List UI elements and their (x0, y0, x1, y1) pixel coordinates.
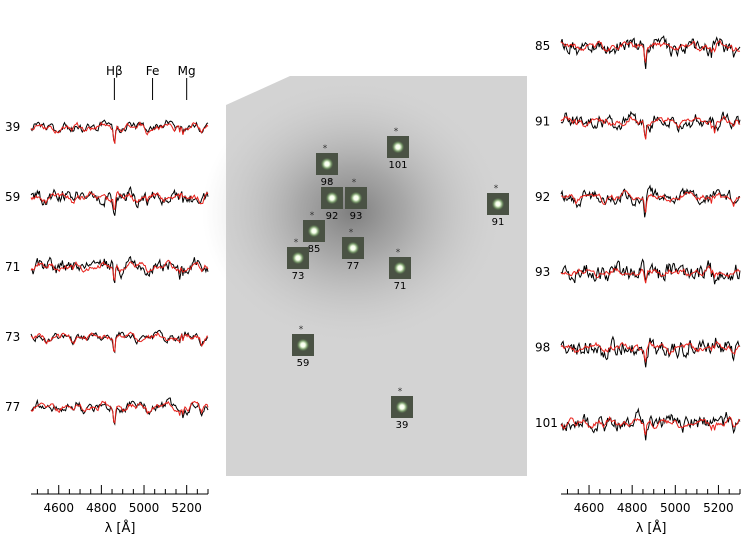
spectrum-model (30, 190, 209, 211)
spectrum-model (30, 121, 209, 144)
spectrum-observed (560, 258, 741, 285)
source-star (393, 261, 407, 275)
source-label: 101 (388, 160, 407, 171)
source-marker: * (494, 184, 499, 194)
source-star (391, 140, 405, 154)
source-marker: * (310, 211, 315, 221)
source-star (320, 157, 334, 171)
source-label: 92 (326, 211, 339, 222)
spectrum-observed (31, 255, 209, 284)
spectrum-label: 77 (5, 400, 20, 414)
spectrum-model (30, 400, 209, 424)
spectrum-label: 101 (535, 416, 558, 430)
x-axis-right: 4600 4800 5000 5200 (561, 485, 741, 515)
line-markers: Hβ Fe Mg (106, 64, 196, 100)
tick-label: 4600 (574, 501, 605, 515)
spectrum-observed (560, 407, 741, 441)
x-axis-left: 4600 4800 5000 5200 (31, 485, 209, 515)
source-star (395, 400, 409, 414)
source-marker: * (323, 144, 328, 154)
spectrum-observed (30, 329, 209, 354)
spectrum-model (560, 39, 741, 64)
galaxy-image: *101*98*92*93*91*85*73*77*71*59*39 (202, 76, 527, 476)
left-panel: 39 59 71 73 77 Hβ Fe Mg 4600 4800 5000 5200 λ [… (5, 64, 209, 536)
tick-label: 4600 (43, 501, 74, 515)
spectrum-label: 73 (5, 330, 20, 344)
tick-label: 4800 (86, 501, 117, 515)
spectrum-observed (560, 184, 740, 218)
spectrum-label: 59 (5, 190, 20, 204)
source-marker: * (352, 178, 357, 188)
spectrum-label: 85 (535, 39, 550, 53)
spectrum-label: 98 (535, 341, 550, 355)
spectrum-observed (30, 119, 209, 145)
source-label: 59 (297, 358, 310, 369)
spectrum-label: 39 (5, 120, 20, 134)
spectrum-observed (560, 110, 741, 139)
spectrum-label: 92 (535, 190, 550, 204)
source-marker: * (398, 387, 403, 397)
spectrum-model (560, 415, 741, 436)
tick-label: 4800 (617, 501, 648, 515)
spectrum-label: 71 (5, 260, 20, 274)
spectrum-model (560, 340, 740, 364)
tick-label: 5200 (171, 501, 202, 515)
right-panel: 85 91 92 93 98 101 4600 4800 5000 5200 λ [Å] (535, 35, 741, 536)
spectrum-model (30, 331, 209, 353)
source-marker: * (328, 178, 333, 188)
source-marker: * (394, 127, 399, 137)
source-marker: * (299, 325, 304, 335)
tick-label: 5200 (703, 501, 734, 515)
line-marker-label: Fe (146, 64, 160, 78)
spectrum-label: 91 (535, 114, 550, 128)
spectrum-model (30, 259, 209, 282)
source-star (491, 197, 505, 211)
source-star (349, 191, 363, 205)
left-spectra: 39 59 71 73 77 (5, 119, 209, 426)
spectrum-model (560, 265, 741, 284)
source-label: 93 (350, 211, 363, 222)
right-spectra: 85 91 92 93 98 101 (535, 35, 741, 441)
source-label: 91 (492, 217, 505, 228)
spectrum-observed (560, 35, 741, 70)
source-star (325, 191, 339, 205)
source-label: 77 (347, 261, 360, 272)
x-axis-label-right: λ [Å] (636, 520, 667, 536)
source-marker: * (396, 248, 401, 258)
source-label: 71 (394, 281, 407, 292)
tick-label: 5000 (660, 501, 691, 515)
line-marker-label: Mg (178, 64, 196, 78)
source-star (291, 251, 305, 265)
source-label: 85 (308, 244, 321, 255)
source-marker: * (294, 238, 299, 248)
image-sources: *101*98*92*93*91*85*73*77*71*59*39 (287, 127, 509, 431)
spectrum-model (560, 115, 741, 140)
line-marker-label: Hβ (106, 64, 123, 78)
tick-label: 5000 (129, 501, 160, 515)
source-label: 39 (396, 420, 409, 431)
spectrum-model (560, 189, 741, 213)
spectrum-label: 93 (535, 265, 550, 279)
spectrum-observed (560, 335, 741, 368)
galaxy-halo (202, 82, 502, 342)
source-star (296, 338, 310, 352)
x-axis-label-left: λ [Å] (105, 520, 136, 536)
source-star (346, 241, 360, 255)
source-label: 73 (292, 271, 305, 282)
spectrum-observed (30, 185, 209, 216)
source-label: 98 (321, 177, 334, 188)
source-star (307, 224, 321, 238)
source-marker: * (349, 228, 354, 238)
